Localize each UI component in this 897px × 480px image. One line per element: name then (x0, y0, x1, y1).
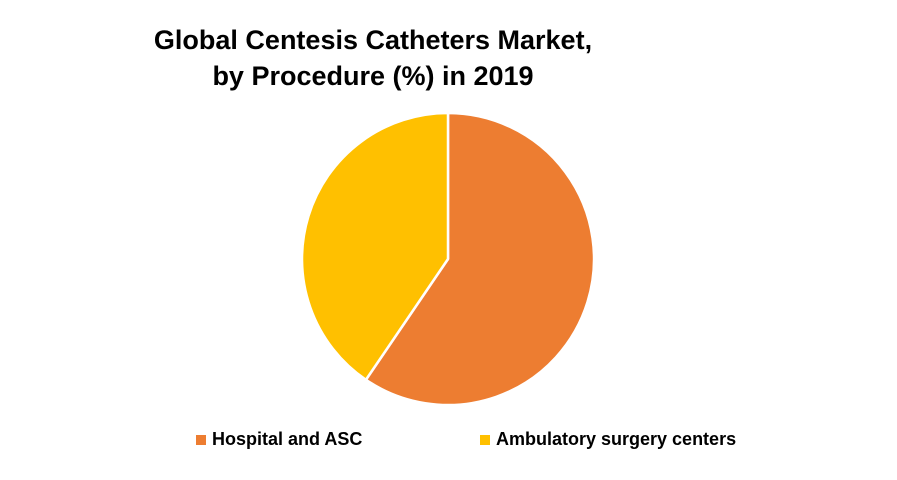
legend-label-hospital-and-asc: Hospital and ASC (212, 429, 363, 449)
legend-swatch-hospital-and-asc (196, 434, 206, 445)
legend-swatch-ambulatory-surgery-centers (480, 434, 490, 445)
legend-item-hospital-and-asc: Hospital and ASC (196, 429, 362, 450)
chart-title-line-1: Global Centesis Catheters Market, (153, 25, 593, 55)
pie-slice-ambulatory-surgery-centers (300, 111, 450, 381)
chart-legend: Hospital and ASC Ambulatory surgery cent… (0, 429, 897, 455)
chart-title-line-2: by Procedure (%) in 2019 (212, 61, 534, 91)
legend-item-ambulatory-surgery-centers: Ambulatory surgery centers (480, 429, 736, 450)
chart-title: Global Centesis Catheters Market, by Pro… (0, 22, 746, 94)
pie-slice-hospital-and-asc (364, 111, 596, 407)
legend-label-ambulatory-surgery-centers: Ambulatory surgery centers (496, 429, 737, 449)
